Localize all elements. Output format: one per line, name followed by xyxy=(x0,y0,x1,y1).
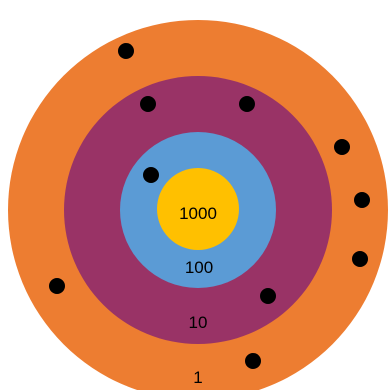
ring-label-10: 10 xyxy=(189,313,208,332)
shot-marker xyxy=(334,139,350,155)
shot-marker xyxy=(239,96,255,112)
ring-label-1000: 1000 xyxy=(179,204,217,223)
shot-marker xyxy=(260,288,276,304)
shot-marker xyxy=(118,43,134,59)
shot-marker xyxy=(245,353,261,369)
ring-label-100: 100 xyxy=(185,258,213,277)
shot-marker xyxy=(140,96,156,112)
shot-marker xyxy=(49,278,65,294)
ring-center-1000 xyxy=(157,168,239,250)
shot-marker xyxy=(352,251,368,267)
shot-marker xyxy=(354,192,370,208)
ring-label-1: 1 xyxy=(193,368,202,387)
shot-marker xyxy=(143,167,159,183)
shot-markers xyxy=(49,43,370,369)
